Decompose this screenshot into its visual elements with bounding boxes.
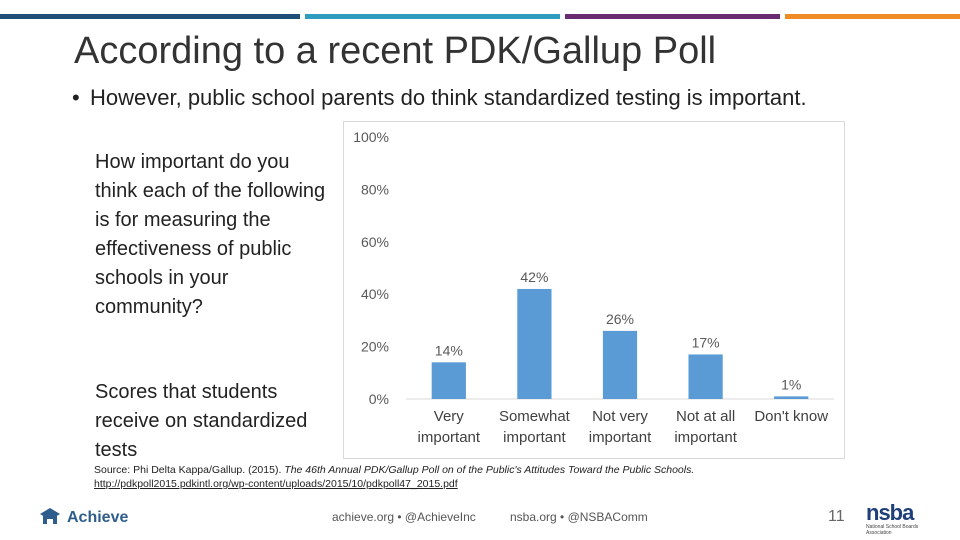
nsba-logo-letters: nsba — [866, 500, 914, 525]
x-tick-label: important — [589, 429, 652, 446]
x-tick-label: Not at all — [676, 408, 735, 425]
source-citation: Source: Phi Delta Kappa/Gallup. (2015). … — [94, 463, 894, 491]
bar — [602, 330, 638, 399]
bar-chart-svg: 0% 20% 40% 60% 80% 100% 14% Very important 42% Som… — [353, 129, 834, 446]
achieve-wordmark: Achieve — [67, 509, 129, 526]
x-tick-label: Somewhat — [499, 408, 571, 425]
slide-title: According to a recent PDK/Gallup Poll — [74, 30, 717, 72]
bar — [431, 362, 466, 399]
x-tick-label: important — [674, 429, 737, 446]
data-label: 42% — [520, 269, 548, 285]
x-tick-label: important — [418, 429, 481, 446]
data-label: 17% — [692, 334, 720, 350]
y-tick-label: 40% — [361, 286, 389, 302]
source-link[interactable]: http://pdkpoll2015.pdkintl.org/wp-conten… — [94, 478, 458, 490]
top-bar-purple — [565, 14, 780, 19]
achieve-emblem-icon — [40, 508, 60, 524]
nsba-logo: nsba National School Boards Association — [866, 500, 928, 537]
x-tick-label: Don't know — [754, 408, 828, 425]
y-tick-label: 80% — [361, 181, 389, 197]
top-bar-teal — [305, 14, 560, 19]
source-title: The 46th Annual PDK/Gallup Poll on of th… — [284, 464, 695, 476]
bar — [774, 396, 809, 399]
bar-chart: 0% 20% 40% 60% 80% 100% 14% Very important 42% Som… — [343, 121, 845, 459]
x-tick-label: Very — [434, 408, 465, 425]
survey-question: How important do you think each of the f… — [95, 151, 326, 318]
footer-nsba-links: nsba.org • @NSBAComm — [510, 510, 648, 524]
nsba-logo-tagline: National School Boards Association — [866, 524, 919, 536]
data-label: 1% — [781, 376, 801, 392]
top-bar-blue — [0, 14, 300, 19]
y-tick-label: 100% — [353, 129, 389, 145]
bullet-symbol: • — [72, 85, 80, 110]
y-tick-label: 0% — [369, 391, 389, 407]
data-label: 14% — [435, 342, 463, 358]
y-tick-label: 60% — [361, 234, 389, 250]
achieve-logo: Achieve — [38, 505, 128, 531]
x-tick-label: Not very — [592, 408, 648, 425]
page-number: 11 — [828, 508, 845, 525]
bullet-point: • However, public school parents do thin… — [72, 82, 832, 114]
y-tick-label: 20% — [361, 339, 389, 355]
source-prefix: Source: Phi Delta Kappa/Gallup. (2015). — [94, 464, 282, 476]
x-tick-label: important — [503, 429, 566, 446]
footer-achieve-links: achieve.org • @AchieveInc — [332, 510, 476, 524]
top-bar-orange — [785, 14, 960, 19]
bar — [517, 288, 552, 399]
bar — [688, 354, 723, 399]
survey-item: Scores that students receive on standard… — [95, 381, 308, 461]
data-label: 26% — [606, 311, 634, 327]
bullet-text: However, public school parents do think … — [90, 85, 807, 110]
